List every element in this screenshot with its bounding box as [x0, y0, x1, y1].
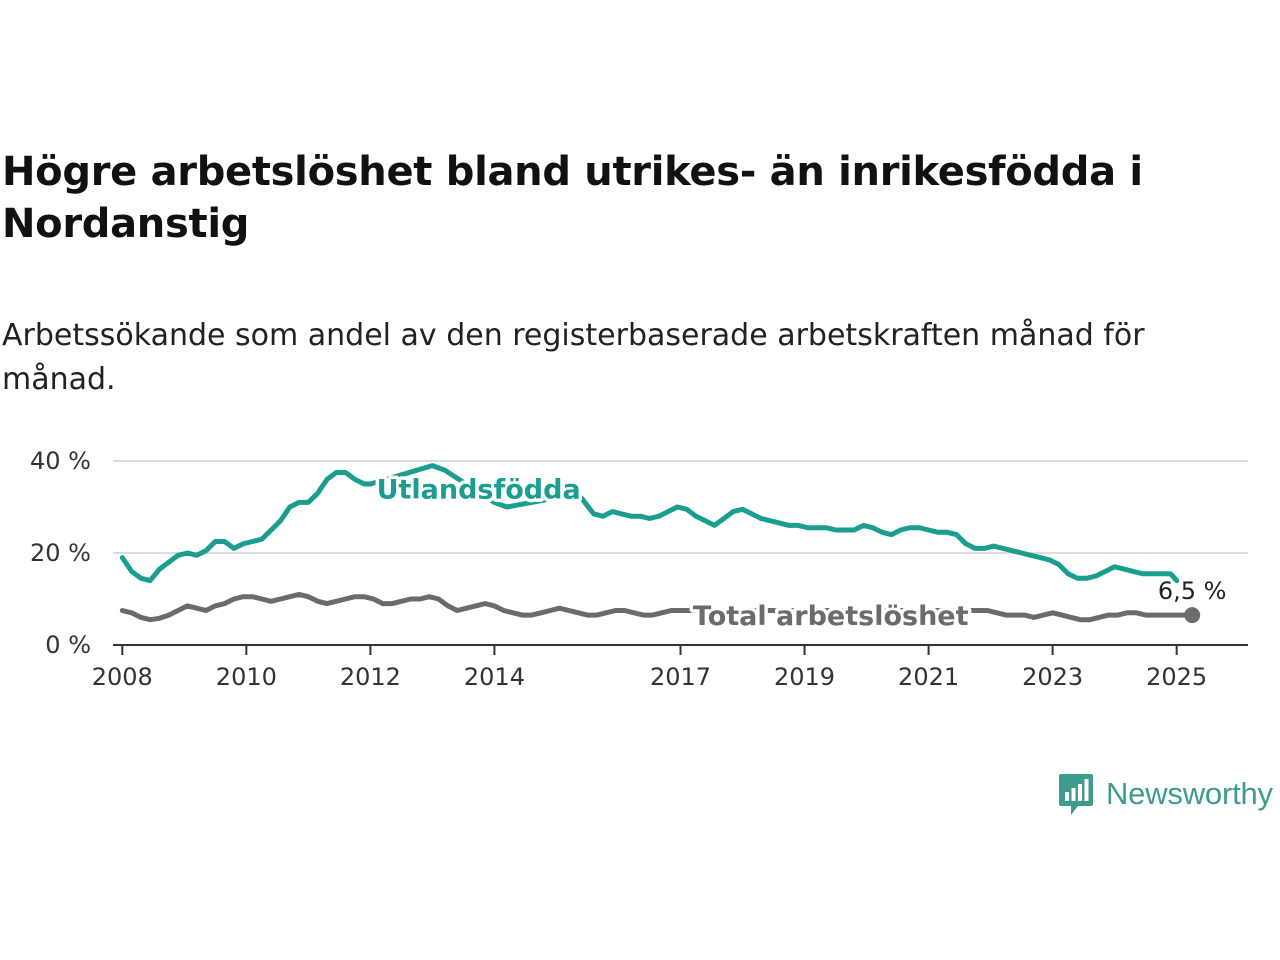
- x-tick-label: 2021: [898, 663, 959, 691]
- series-labels: Utlandsfödda Total arbetslöshet 6,5 %: [373, 471, 1227, 635]
- x-tick-label: 2010: [216, 663, 277, 691]
- x-tick-label: 2025: [1146, 663, 1207, 691]
- x-tick-label: 2023: [1022, 663, 1083, 691]
- x-tick-label: 2008: [92, 663, 153, 691]
- series-lines: [119, 463, 1195, 623]
- y-tick-label: 40 %: [30, 447, 91, 475]
- series-label: Total arbetslöshet: [693, 601, 969, 632]
- gridlines: [113, 460, 1248, 554]
- x-tick-label: 2014: [464, 663, 525, 691]
- y-axis-ticks: 0 % 20 % 40 %: [30, 447, 91, 659]
- end-point-marker: [1184, 607, 1201, 624]
- newsworthy-logo: Newsworthy: [1058, 772, 1273, 816]
- logo-wordmark: Newsworthy: [1106, 776, 1273, 811]
- x-axis: 2008 2010 2012 2014 2017 2019 2021 2023 2025: [92, 644, 1248, 691]
- series-label: Utlandsfödda: [377, 475, 581, 506]
- series-line-total-arbetslöshet: [119, 591, 1195, 623]
- y-tick-label: 20 %: [30, 539, 91, 567]
- x-tick-label: 2012: [340, 663, 401, 691]
- end-value-label: 6,5 %: [1158, 577, 1227, 605]
- x-tick-label: 2019: [774, 663, 835, 691]
- chart-subtitle: Arbetssökande som andel av den registerb…: [2, 318, 1145, 397]
- chart-title: Högre arbetslöshet bland utrikes- än inr…: [2, 149, 1143, 247]
- y-tick-label: 0 %: [45, 631, 91, 659]
- line-chart: 0 % 20 % 40 % 2008 2010 2012 2014 2017 2019 2021…: [30, 447, 1248, 691]
- x-tick-label: 2017: [650, 663, 711, 691]
- newsworthy-logo-icon: [1059, 774, 1093, 815]
- series-line-utlandsfödda: [119, 463, 1180, 584]
